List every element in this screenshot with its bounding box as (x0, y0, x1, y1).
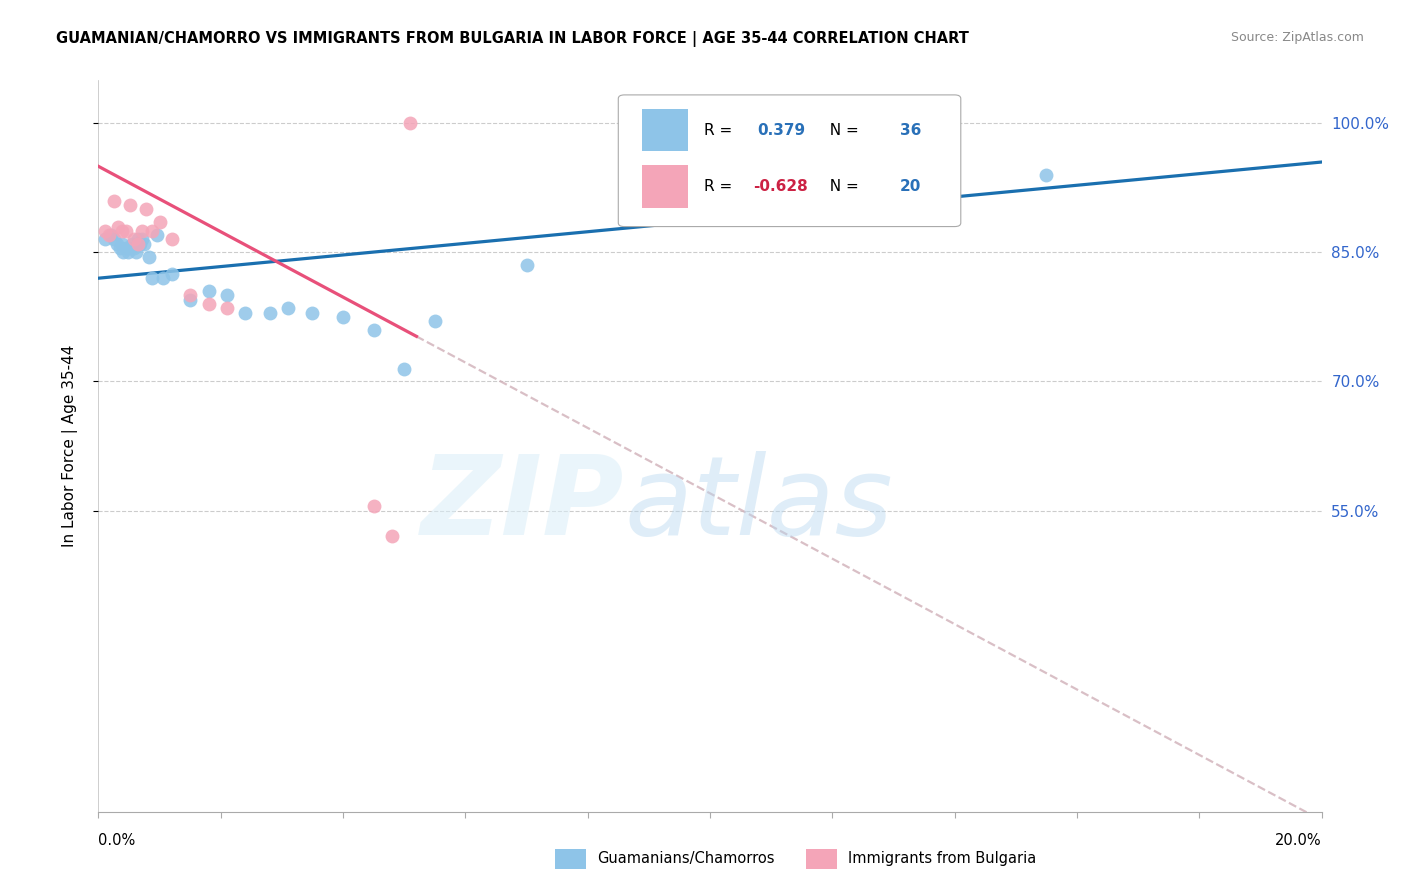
Text: 20.0%: 20.0% (1275, 833, 1322, 848)
Point (363, 323, 385, 337)
Point (121, 236, 143, 251)
Point (122, 232, 145, 246)
Point (179, 293, 201, 307)
Point (103, 232, 125, 246)
Point (363, 500, 385, 514)
Bar (641, 109, 688, 152)
Point (122, 241, 145, 255)
Point (93, 232, 115, 246)
Point (120, 241, 142, 255)
Point (105, 236, 128, 251)
Text: 20: 20 (900, 178, 921, 194)
Point (215, 288, 238, 302)
Point (111, 224, 134, 238)
Point (115, 224, 138, 238)
Point (135, 202, 157, 217)
Point (100, 228, 122, 243)
Point (134, 236, 156, 251)
Point (131, 224, 153, 238)
Point (332, 310, 354, 324)
Text: Guamanians/Chamorros: Guamanians/Chamorros (598, 852, 775, 866)
Point (120, 198, 142, 212)
Text: 36: 36 (900, 122, 921, 137)
Point (127, 232, 149, 246)
Point (145, 228, 167, 243)
Y-axis label: In Labor Force | Age 35-44: In Labor Force | Age 35-44 (62, 345, 77, 547)
Point (115, 241, 138, 255)
Point (117, 245, 139, 260)
Point (301, 305, 323, 319)
Point (392, 361, 416, 376)
Point (149, 215, 172, 229)
Point (138, 250, 160, 264)
Text: Source: ZipAtlas.com: Source: ZipAtlas.com (1230, 31, 1364, 45)
Point (233, 305, 256, 319)
Point (129, 236, 152, 251)
Point (912, 134, 935, 148)
Point (111, 236, 134, 251)
Point (259, 305, 281, 319)
Point (125, 245, 148, 260)
Point (93, 224, 115, 238)
Point (131, 232, 153, 246)
Bar (641, 165, 688, 208)
Text: ZIP: ZIP (420, 451, 624, 558)
Point (399, 116, 422, 130)
FancyBboxPatch shape (619, 95, 960, 227)
Point (111, 245, 134, 260)
Text: -0.628: -0.628 (752, 178, 807, 194)
Point (107, 219, 129, 234)
Text: R =: R = (704, 122, 742, 137)
Point (516, 258, 538, 272)
Text: 0.0%: 0.0% (98, 833, 135, 848)
Bar (555, 849, 586, 869)
Point (277, 301, 299, 316)
Text: Immigrants from Bulgaria: Immigrants from Bulgaria (848, 852, 1036, 866)
Point (103, 194, 125, 208)
Point (160, 232, 183, 246)
Text: GUAMANIAN/CHAMORRO VS IMMIGRANTS FROM BULGARIA IN LABOR FORCE | AGE 35-44 CORREL: GUAMANIAN/CHAMORRO VS IMMIGRANTS FROM BU… (56, 31, 969, 47)
Point (215, 301, 238, 316)
Point (197, 297, 219, 311)
Point (423, 314, 446, 328)
Point (141, 224, 163, 238)
Point (152, 271, 174, 285)
Point (197, 284, 219, 298)
Point (141, 271, 163, 285)
Text: R =: R = (704, 178, 737, 194)
Point (1035, 168, 1057, 182)
Point (179, 288, 201, 302)
Point (127, 236, 149, 251)
Bar (806, 849, 837, 869)
Text: N =: N = (820, 122, 863, 137)
Point (108, 241, 131, 255)
Text: 0.379: 0.379 (758, 122, 806, 137)
Point (98, 228, 121, 243)
Point (160, 267, 183, 281)
Text: atlas: atlas (624, 451, 893, 558)
Point (381, 529, 404, 543)
Text: N =: N = (820, 178, 863, 194)
